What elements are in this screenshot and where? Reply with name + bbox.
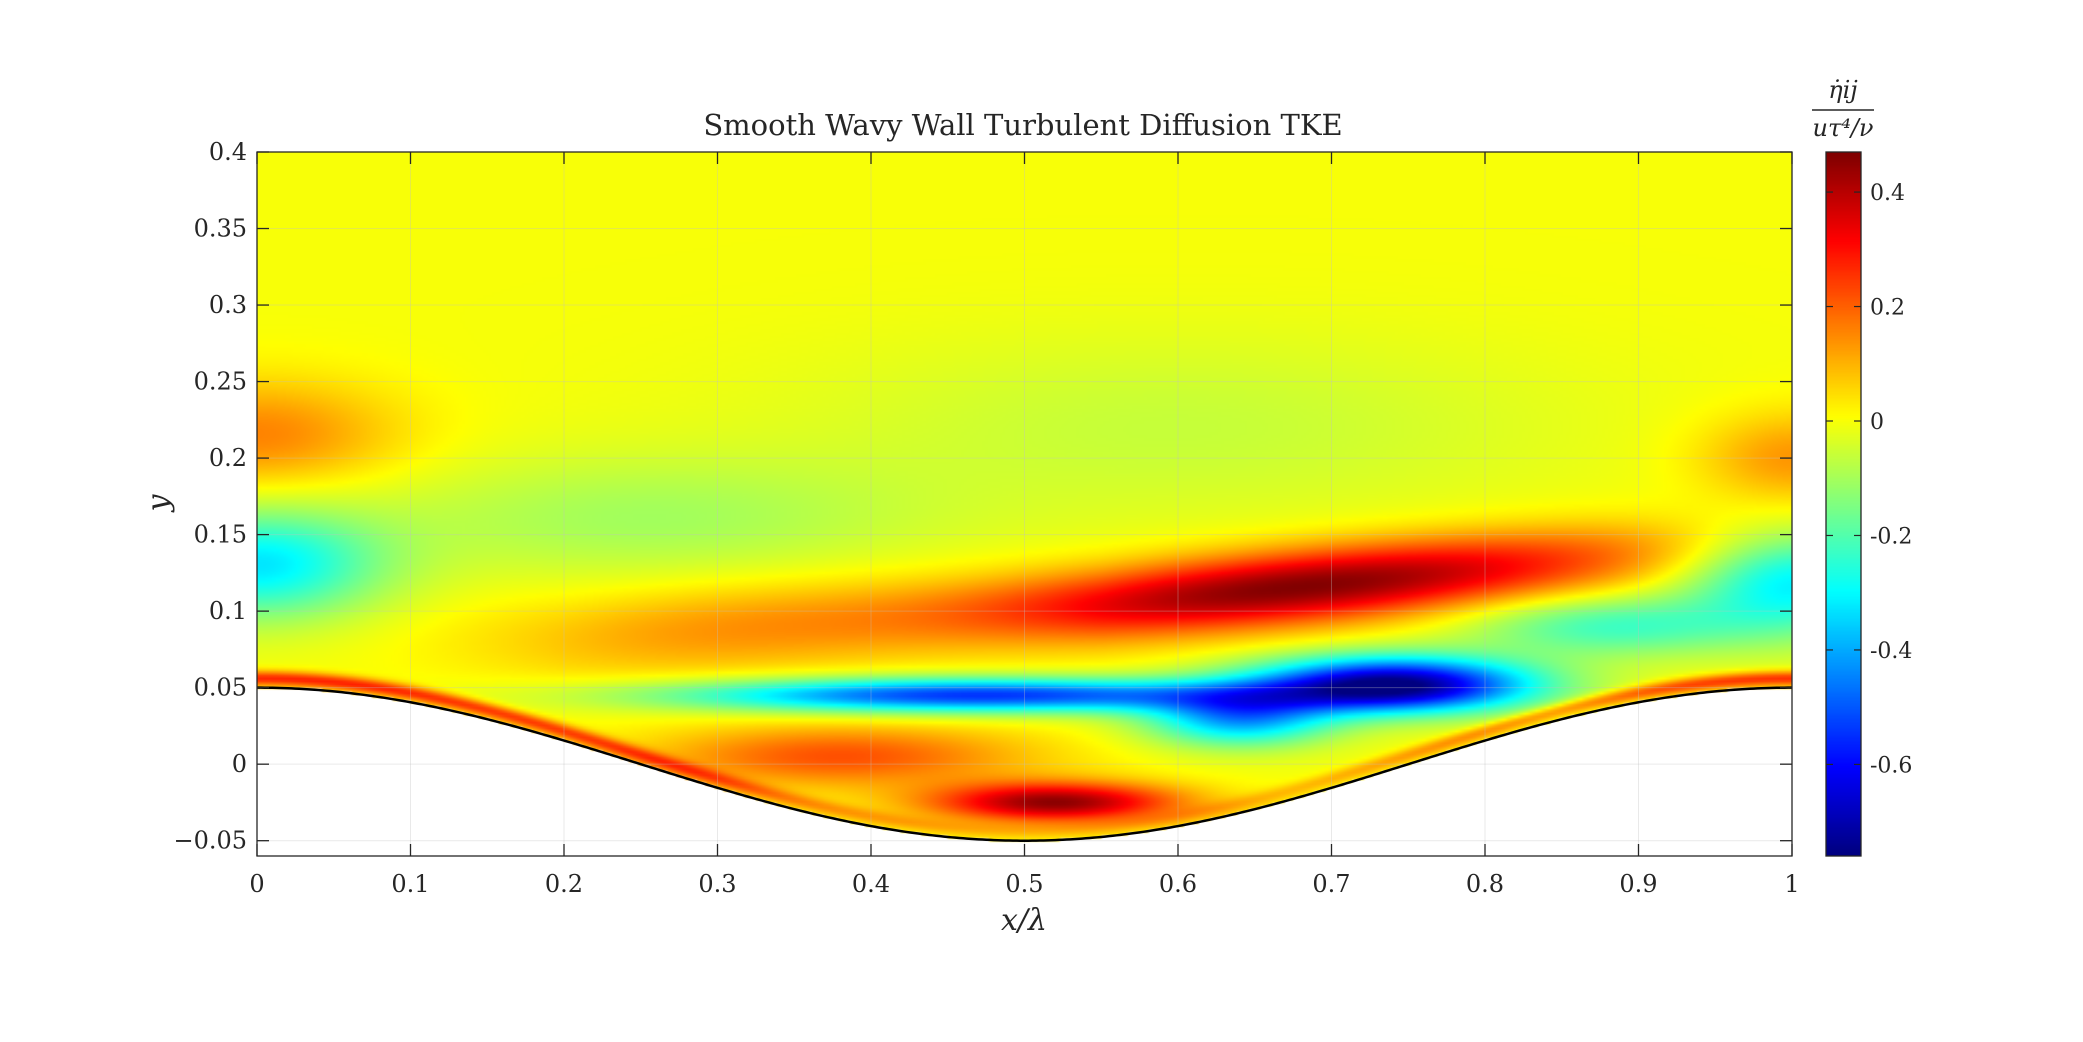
y-tick-label: 0.1 [209, 597, 247, 625]
colorbar-tick-label: 0.2 [1870, 296, 1905, 321]
colorbar-frame [1825, 151, 1862, 857]
y-tick-label: 0.2 [209, 444, 247, 472]
y-axis-label: y [141, 493, 176, 513]
y-tick-label: −0.05 [173, 827, 247, 855]
x-tick-label: 0.2 [545, 870, 583, 898]
y-tick-label: 0.35 [194, 215, 247, 243]
x-tick-label: 0.6 [1159, 870, 1197, 898]
x-tick-label: 0.8 [1466, 870, 1504, 898]
x-tick-label: 0.5 [1005, 870, 1043, 898]
colorbar-gradient [1826, 152, 1861, 856]
x-tick-label: 0.3 [698, 870, 736, 898]
wall-layer [256, 686, 1793, 842]
colorbar-label-denominator: uτ⁴/ν [1812, 114, 1873, 142]
x-tick-label: 0 [249, 870, 264, 898]
x-tick-label: 0.7 [1312, 870, 1350, 898]
y-axis: −0.05 0 0.05 0.1 0.15 0.2 0.25 0.3 0.35 0.4 [173, 138, 1792, 855]
heatmap-field [257, 152, 1792, 856]
chart-title: Smooth Wavy Wall Turbulent Diffusion TKE [703, 108, 1342, 142]
x-tick-label: 0.4 [852, 870, 890, 898]
colorbar-tick-label: -0.6 [1870, 753, 1912, 778]
y-tick-label: 0.05 [194, 674, 247, 702]
x-axis-label: x/λ [1001, 903, 1047, 938]
y-tick-label: 0.15 [194, 521, 247, 549]
x-tick-label: 0.9 [1619, 870, 1657, 898]
colorbar-tick-label: -0.4 [1870, 639, 1912, 664]
x-tick-label: 1 [1784, 870, 1799, 898]
colorbar-label-numerator: η̇ij [1828, 76, 1858, 104]
y-tick-label: 0 [232, 750, 247, 778]
colorbar-tick-label: 0 [1870, 410, 1884, 435]
x-tick-label: 0.1 [391, 870, 429, 898]
colorbar-tick-label: -0.2 [1870, 524, 1912, 549]
colorbar-tick-label: 0.4 [1870, 181, 1905, 206]
x-axis: 0 0.1 0.2 0.3 0.4 0.5 0.6 0.7 0.8 0.9 1 [249, 152, 1800, 898]
y-tick-label: 0.4 [209, 138, 247, 166]
wall-profile-line [256, 686, 1793, 842]
y-tick-label: 0.25 [194, 368, 247, 396]
colorbar-ticks: 0.4 0.2 0 -0.2 -0.4 -0.6 [1826, 181, 1912, 778]
y-tick-label: 0.3 [209, 291, 247, 319]
